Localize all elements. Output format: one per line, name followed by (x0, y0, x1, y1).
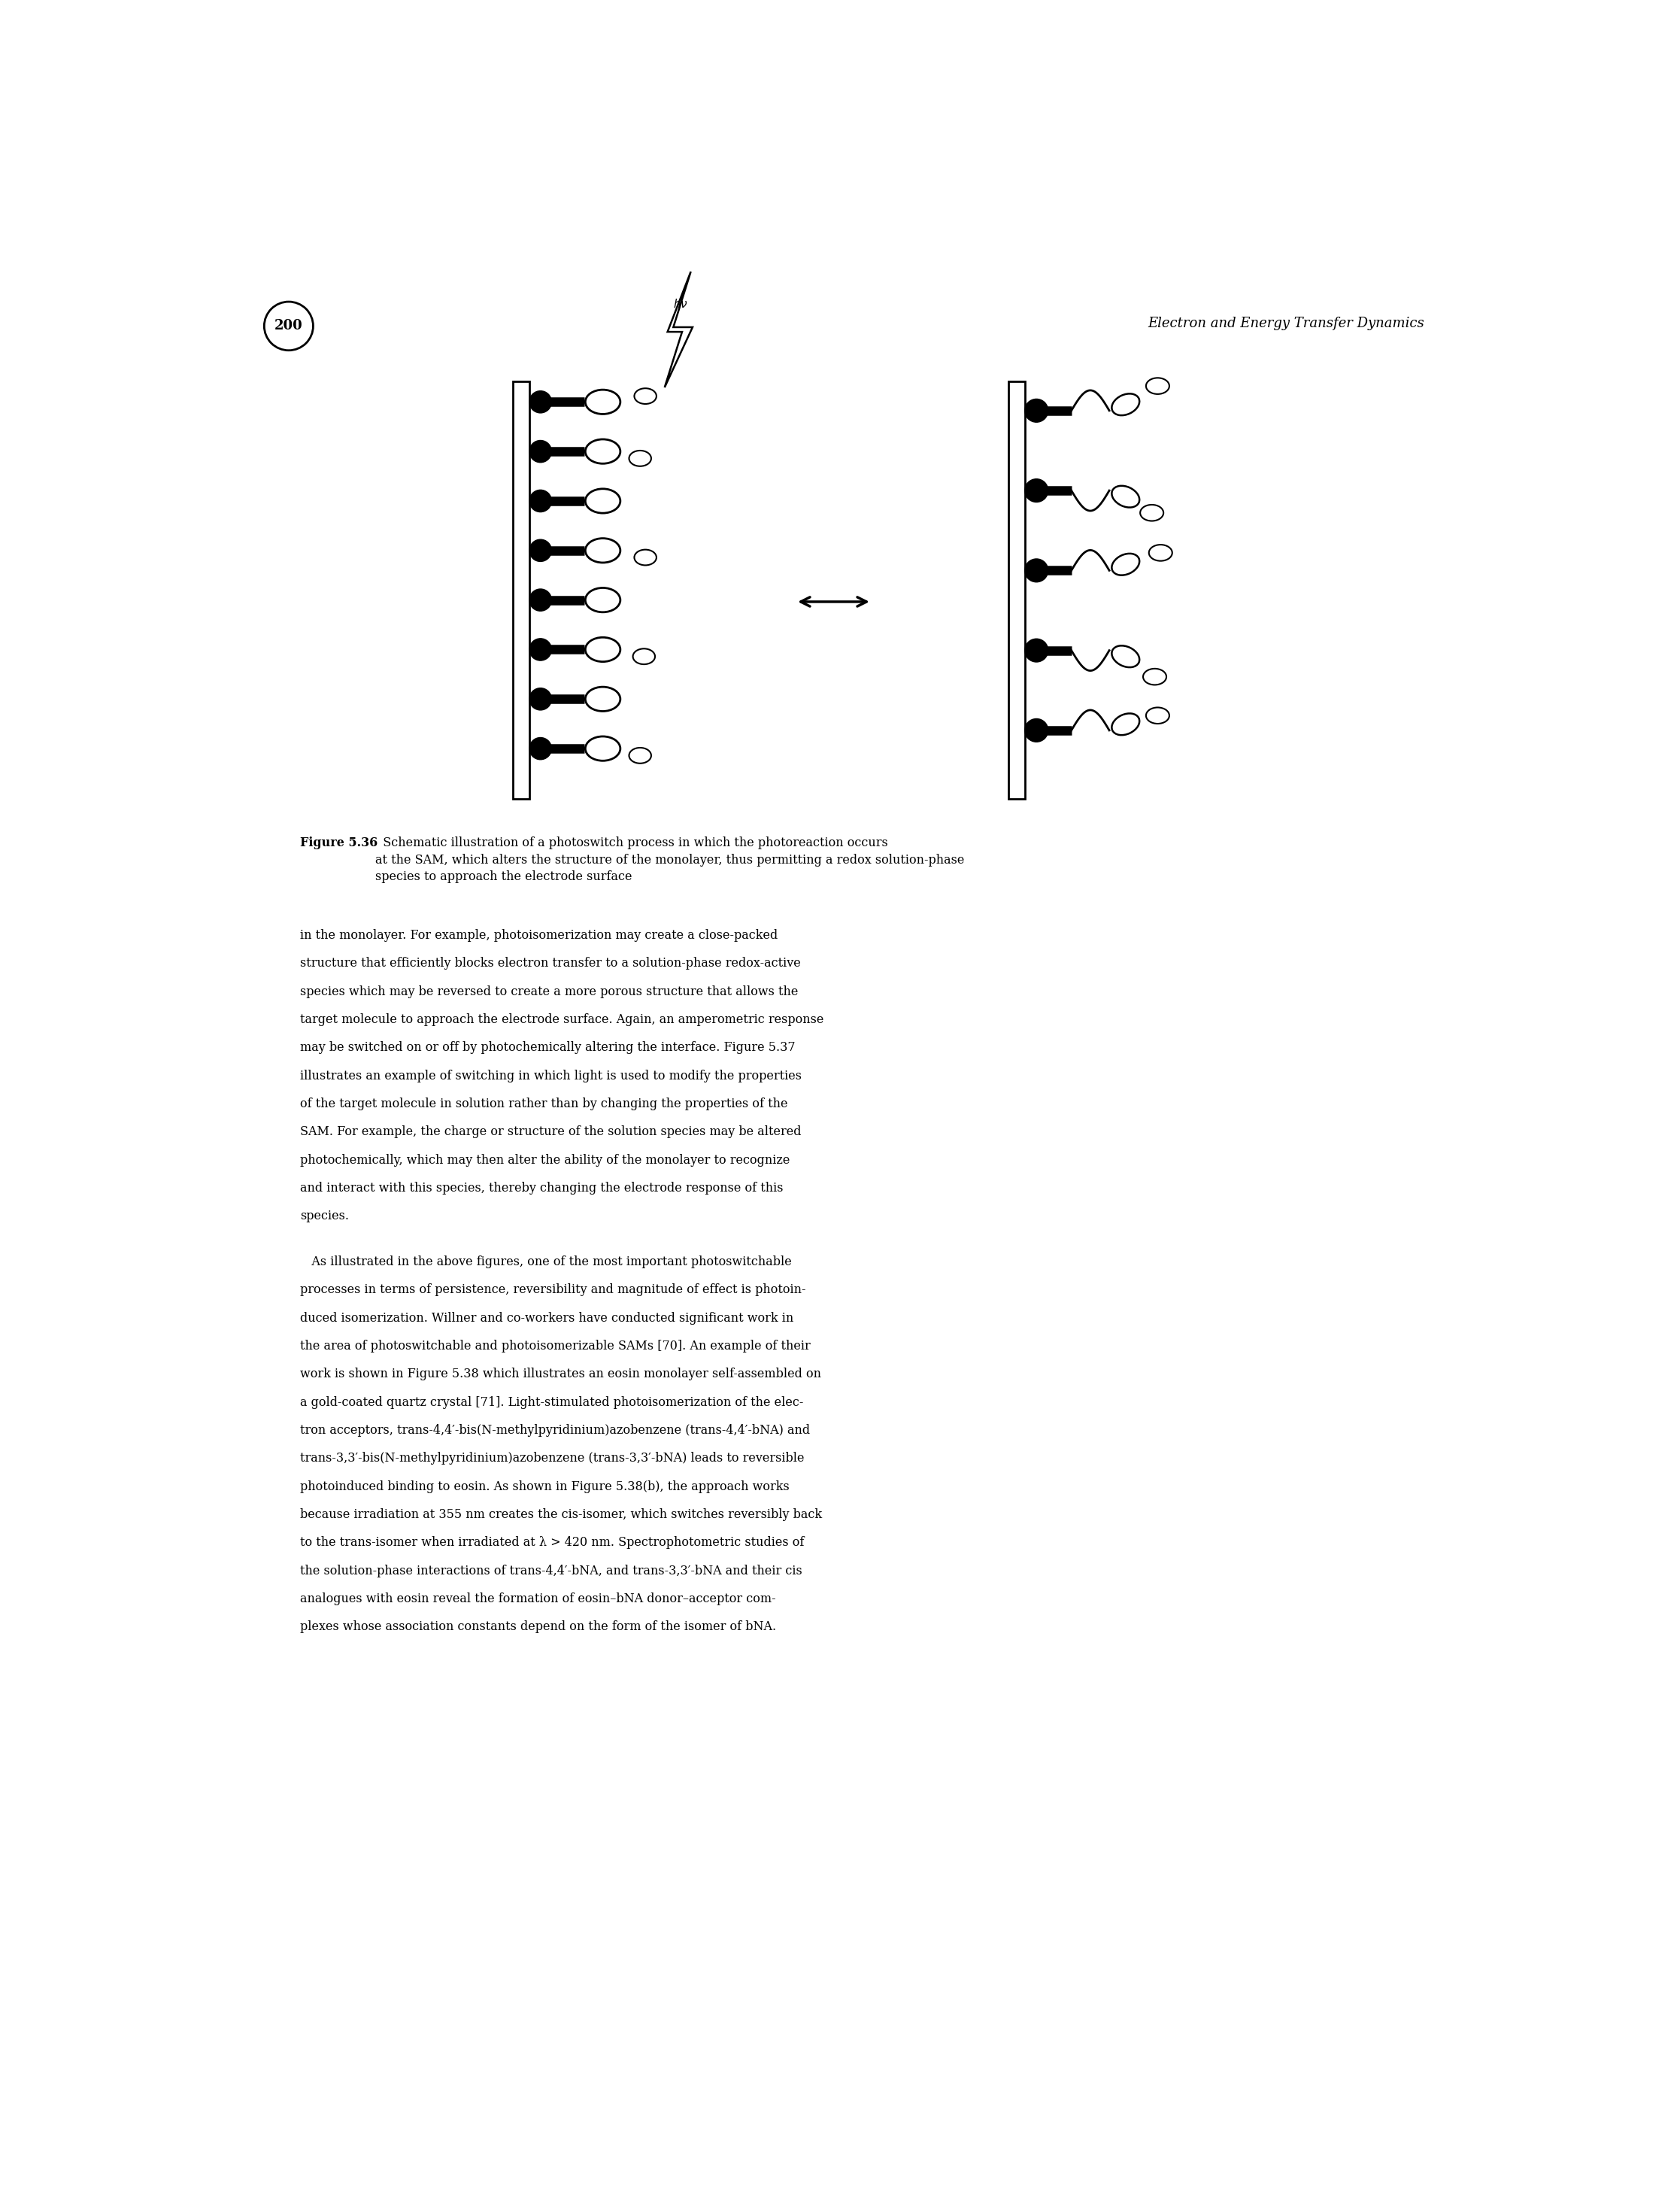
Text: Schematic illustration of a photoswitch process in which the photoreaction occur: Schematic illustration of a photoswitch … (375, 837, 964, 883)
Ellipse shape (1146, 378, 1169, 393)
Ellipse shape (1142, 669, 1166, 684)
Circle shape (1025, 638, 1048, 662)
Ellipse shape (1112, 485, 1139, 507)
Text: duced isomerization. Willner and co-workers have conducted significant work in: duced isomerization. Willner and co-work… (301, 1312, 795, 1325)
Ellipse shape (1149, 544, 1173, 562)
Ellipse shape (585, 737, 620, 761)
Text: because irradiation at 355 nm creates the cis-isomer, which switches reversibly : because irradiation at 355 nm creates th… (301, 1508, 822, 1521)
Text: illustrates an example of switching in which light is used to modify the propert: illustrates an example of switching in w… (301, 1069, 801, 1082)
Ellipse shape (1112, 645, 1139, 667)
Text: photochemically, which may then alter the ability of the monolayer to recognize: photochemically, which may then alter th… (301, 1154, 790, 1167)
Ellipse shape (585, 389, 620, 413)
Text: species.: species. (301, 1209, 349, 1222)
Text: work is shown in Figure 5.38 which illustrates an eosin monolayer self-assembled: work is shown in Figure 5.38 which illus… (301, 1368, 822, 1382)
Ellipse shape (635, 389, 657, 404)
Text: analogues with eosin reveal the formation of eosin–bNA donor–acceptor com-: analogues with eosin reveal the formatio… (301, 1594, 776, 1605)
Text: the area of photoswitchable and photoisomerizable SAMs [70]. An example of their: the area of photoswitchable and photoiso… (301, 1340, 811, 1353)
Circle shape (529, 490, 551, 512)
Circle shape (529, 540, 551, 562)
Text: to the trans-isomer when irradiated at λ > 420 nm. Spectrophotometric studies of: to the trans-isomer when irradiated at λ… (301, 1537, 805, 1550)
Ellipse shape (1141, 505, 1164, 520)
Ellipse shape (1146, 708, 1169, 724)
Text: target molecule to approach the electrode surface. Again, an amperometric respon: target molecule to approach the electrod… (301, 1014, 823, 1025)
Ellipse shape (628, 748, 652, 763)
Text: structure that efficiently blocks electron transfer to a solution-phase redox-ac: structure that efficiently blocks electr… (301, 957, 801, 971)
Circle shape (529, 391, 551, 413)
Text: As illustrated in the above figures, one of the most important photoswitchable: As illustrated in the above figures, one… (301, 1255, 791, 1268)
Circle shape (529, 588, 551, 612)
Ellipse shape (585, 588, 620, 612)
Circle shape (529, 737, 551, 759)
Text: $h\nu$: $h\nu$ (674, 297, 687, 310)
Text: the solution-phase interactions of trans-4,4′-bNA, and trans-3,3′-bNA and their : the solution-phase interactions of trans… (301, 1565, 803, 1578)
Circle shape (1025, 560, 1048, 581)
Ellipse shape (1112, 553, 1139, 575)
Text: processes in terms of persistence, reversibility and magnitude of effect is phot: processes in terms of persistence, rever… (301, 1283, 806, 1296)
Ellipse shape (1112, 393, 1139, 415)
Text: SAM. For example, the charge or structure of the solution species may be altered: SAM. For example, the charge or structur… (301, 1126, 801, 1139)
Ellipse shape (1112, 713, 1139, 734)
Text: tron acceptors, trans-4,4′-bis(N-methylpyridinium)azobenzene (trans-4,4′-bNA) an: tron acceptors, trans-4,4′-bis(N-methylp… (301, 1423, 810, 1436)
Text: Electron and Energy Transfer Dynamics: Electron and Energy Transfer Dynamics (1147, 317, 1425, 330)
Ellipse shape (628, 450, 652, 466)
Circle shape (529, 689, 551, 710)
Circle shape (1025, 479, 1048, 503)
Text: and interact with this species, thereby changing the electrode response of this: and interact with this species, thereby … (301, 1183, 783, 1194)
Text: in the monolayer. For example, photoisomerization may create a close-packed: in the monolayer. For example, photoisom… (301, 929, 778, 942)
Ellipse shape (585, 439, 620, 463)
Ellipse shape (633, 649, 655, 665)
Text: of the target molecule in solution rather than by changing the properties of the: of the target molecule in solution rathe… (301, 1097, 788, 1110)
Circle shape (529, 638, 551, 660)
Ellipse shape (585, 638, 620, 662)
Text: may be switched on or off by photochemically altering the interface. Figure 5.37: may be switched on or off by photochemic… (301, 1041, 796, 1054)
Text: 200: 200 (274, 319, 302, 332)
Circle shape (529, 439, 551, 463)
Text: species which may be reversed to create a more porous structure that allows the: species which may be reversed to create … (301, 986, 798, 999)
Bar (512, 383, 529, 798)
Circle shape (1025, 400, 1048, 422)
Polygon shape (665, 271, 692, 387)
Ellipse shape (635, 549, 657, 566)
Text: Figure 5.36: Figure 5.36 (301, 837, 378, 848)
Ellipse shape (585, 686, 620, 710)
Ellipse shape (585, 490, 620, 514)
Text: photoinduced binding to eosin. As shown in Figure 5.38(b), the approach works: photoinduced binding to eosin. As shown … (301, 1480, 790, 1493)
Text: a gold-coated quartz crystal [71]. Light-stimulated photoisomerization of the el: a gold-coated quartz crystal [71]. Light… (301, 1397, 803, 1408)
Circle shape (1025, 719, 1048, 741)
Text: plexes whose association constants depend on the form of the isomer of bNA.: plexes whose association constants depen… (301, 1620, 776, 1633)
Ellipse shape (585, 538, 620, 562)
Text: trans-3,3′-bis(N-methylpyridinium)azobenzene (trans-3,3′-bNA) leads to reversibl: trans-3,3′-bis(N-methylpyridinium)azoben… (301, 1452, 805, 1465)
Bar (1008, 383, 1025, 798)
